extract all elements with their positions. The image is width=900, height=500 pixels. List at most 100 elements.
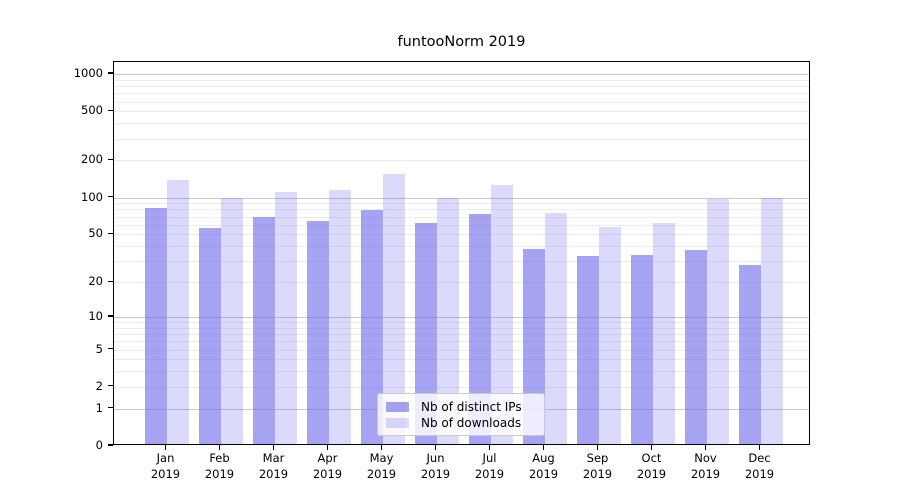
x-tick-label-jun: Jun 2019 — [408, 451, 464, 482]
y-tick-10 — [108, 315, 113, 317]
gridline-minor-9 — [114, 322, 809, 323]
x-tick-label-feb: Feb 2019 — [192, 451, 248, 482]
gridline-minor-900 — [114, 79, 809, 81]
gridline-minor-300 — [114, 138, 809, 140]
gridline-minor-400 — [114, 123, 809, 125]
bar-distinct-ips-feb — [198, 228, 221, 444]
x-tick-label-month: Jul — [482, 451, 497, 465]
x-tick-feb — [218, 445, 221, 450]
x-tick-label-month: Jan — [156, 451, 175, 465]
y-tick-label-1: 1 — [95, 400, 103, 415]
x-tick-may — [380, 445, 383, 450]
bar-downloads-jan — [166, 179, 189, 444]
y-tick-5 — [108, 347, 113, 350]
bar-distinct-ips-apr — [306, 221, 329, 444]
x-tick-dec — [758, 445, 761, 450]
x-tick-label-month: Jun — [426, 451, 445, 465]
gridline-major-1000 — [114, 74, 809, 75]
x-tick-jul — [488, 445, 491, 450]
y-tick-0 — [108, 444, 113, 446]
y-tick-1000 — [108, 72, 113, 74]
gridline-minor-4 — [114, 359, 809, 361]
x-tick-apr — [326, 445, 329, 450]
bar-downloads-aug — [544, 212, 567, 444]
gridline-minor-2 — [114, 386, 809, 388]
gridline-minor-80 — [114, 209, 809, 211]
gridline-minor-7 — [114, 334, 809, 335]
legend-swatch-downloads — [386, 417, 409, 428]
y-tick-label-10: 10 — [88, 308, 103, 323]
gridline-minor-3 — [114, 371, 809, 373]
x-tick-label-year: 2019 — [744, 466, 775, 481]
gridline-minor-60 — [114, 224, 809, 226]
gridline-minor-30 — [114, 261, 809, 263]
bar-distinct-ips-mar — [252, 217, 275, 444]
x-tick-label-year: 2019 — [474, 466, 505, 481]
bar-distinct-ips-jul — [468, 214, 491, 444]
x-tick-jun — [434, 445, 437, 450]
y-tick-label-1000: 1000 — [73, 66, 103, 80]
x-tick-label-year: 2019 — [312, 466, 343, 481]
gridline-major-10 — [114, 316, 809, 318]
y-tick-label-200: 200 — [81, 152, 103, 167]
x-tick-jan — [164, 445, 167, 450]
gridline-minor-50 — [114, 234, 809, 236]
gridline-minor-5 — [114, 349, 809, 351]
x-tick-label-month: Aug — [532, 451, 555, 465]
y-tick-500 — [108, 109, 113, 111]
gridline-minor-500 — [114, 111, 809, 113]
bar-downloads-sep — [598, 227, 621, 444]
y-tick-label-500: 500 — [81, 103, 103, 118]
y-tick-20 — [108, 280, 113, 282]
bar-distinct-ips-sep — [576, 256, 599, 444]
gridline-minor-8 — [114, 327, 809, 329]
y-tick-label-100: 100 — [81, 189, 103, 204]
chart-title: funtooNorm 2019 — [397, 34, 526, 50]
bar-distinct-ips-jan — [144, 208, 167, 444]
x-tick-label-dec: Dec 2019 — [732, 451, 788, 482]
x-tick-label-year: 2019 — [366, 466, 397, 481]
legend-swatch-distinct-ips — [386, 401, 409, 412]
x-tick-label-year: 2019 — [258, 466, 289, 481]
bar-distinct-ips-oct — [630, 254, 653, 444]
y-tick-200 — [108, 158, 113, 161]
x-tick-label-aug: Aug 2019 — [516, 451, 572, 482]
bar-distinct-ips-may — [360, 210, 383, 444]
x-tick-label-month: Nov — [694, 451, 717, 465]
x-tick-label-year: 2019 — [582, 466, 613, 481]
gridline-minor-40 — [114, 246, 809, 247]
y-tick-label-20: 20 — [88, 274, 103, 289]
y-tick-100 — [108, 195, 113, 198]
x-tick-label-jan: Jan 2019 — [138, 451, 194, 482]
x-tick-label-month: Oct — [641, 451, 662, 465]
y-tick-2 — [108, 385, 113, 387]
x-tick-label-nov: Nov 2019 — [678, 451, 734, 482]
bar-downloads-oct — [652, 222, 675, 444]
x-tick-label-month: Apr — [317, 451, 338, 465]
legend-item-downloads: Nb of downloads — [386, 415, 536, 430]
x-tick-label-oct: Oct 2019 — [624, 451, 680, 482]
gridline-major-100 — [114, 197, 809, 199]
x-tick-aug — [542, 445, 545, 450]
x-tick-label-apr: Apr 2019 — [300, 451, 356, 482]
bar-layer — [114, 62, 809, 444]
bar-downloads-mar — [274, 192, 297, 444]
x-tick-label-month: Sep — [586, 451, 609, 465]
x-tick-nov — [704, 445, 707, 450]
legend-item-distinct-ips: Nb of distinct IPs — [386, 399, 536, 414]
bar-downloads-nov — [706, 198, 729, 444]
gridline-minor-70 — [114, 216, 809, 218]
legend-label-distinct-ips: Nb of distinct IPs — [421, 399, 522, 414]
bar-downloads-feb — [220, 197, 243, 444]
y-tick-label-50: 50 — [88, 226, 103, 241]
x-tick-label-year: 2019 — [528, 466, 559, 481]
x-tick-mar — [272, 445, 275, 450]
bar-downloads-jun — [436, 197, 459, 444]
bar-distinct-ips-jun — [414, 222, 437, 444]
gridline-minor-800 — [114, 86, 809, 87]
gridline-minor-90 — [114, 203, 809, 205]
bar-downloads-dec — [760, 197, 783, 444]
gridline-layer — [114, 62, 809, 444]
y-tick-label-0: 0 — [95, 438, 103, 452]
legend: Nb of distinct IPs Nb of downloads — [377, 393, 545, 436]
